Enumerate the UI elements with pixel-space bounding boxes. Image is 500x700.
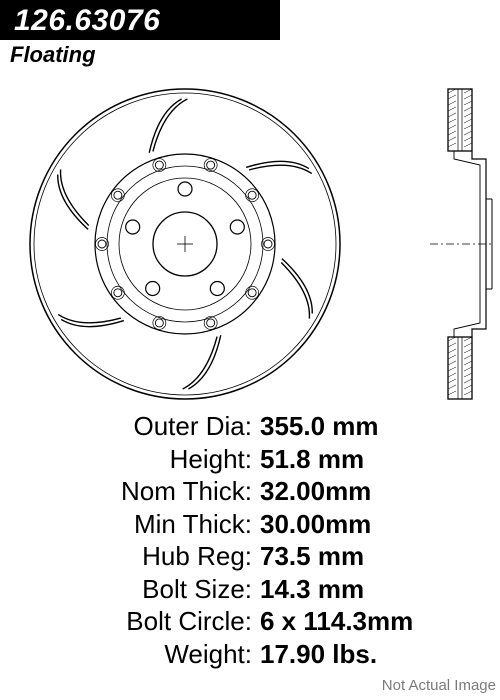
- spec-label: Min Thick:: [10, 508, 260, 541]
- spec-value: 30.00mm: [260, 508, 371, 541]
- spec-label: Bolt Circle:: [10, 605, 260, 638]
- rotor-front-diagram: [25, 84, 345, 404]
- spec-label: Bolt Size:: [10, 573, 260, 606]
- spec-value: 355.0 mm: [260, 410, 379, 443]
- diagram-area: [0, 74, 500, 404]
- spec-label: Outer Dia:: [10, 410, 260, 443]
- spec-label: Hub Reg:: [10, 540, 260, 573]
- spec-row: Outer Dia:355.0 mm: [10, 410, 470, 443]
- spec-value: 6 x 114.3mm: [260, 605, 413, 638]
- watermark-text: Not Actual Image: [382, 677, 496, 694]
- spec-row: Hub Reg:73.5 mm: [10, 540, 470, 573]
- spec-row: Nom Thick:32.00mm: [10, 475, 470, 508]
- header-bar: 126.63076: [0, 0, 280, 40]
- spec-value: 14.3 mm: [260, 573, 364, 606]
- part-number: 126.63076: [14, 4, 266, 38]
- spec-label: Weight:: [10, 638, 260, 671]
- spec-row: Bolt Circle: 6 x 114.3mm: [10, 605, 470, 638]
- spec-value: 17.90 lbs.: [260, 638, 377, 671]
- subtitle: Floating: [0, 40, 500, 74]
- rotor-side-diagram: [425, 84, 495, 404]
- spec-row: Height:51.8 mm: [10, 443, 470, 476]
- spec-value: 51.8 mm: [260, 443, 364, 476]
- spec-row: Min Thick:30.00mm: [10, 508, 470, 541]
- spec-label: Height:: [10, 443, 260, 476]
- spec-table: Outer Dia:355.0 mmHeight:51.8 mmNom Thic…: [0, 410, 500, 670]
- spec-value: 73.5 mm: [260, 540, 364, 573]
- spec-label: Nom Thick:: [10, 475, 260, 508]
- spec-row: Weight:17.90 lbs.: [10, 638, 470, 671]
- spec-row: Bolt Size:14.3 mm: [10, 573, 470, 606]
- spec-value: 32.00mm: [260, 475, 371, 508]
